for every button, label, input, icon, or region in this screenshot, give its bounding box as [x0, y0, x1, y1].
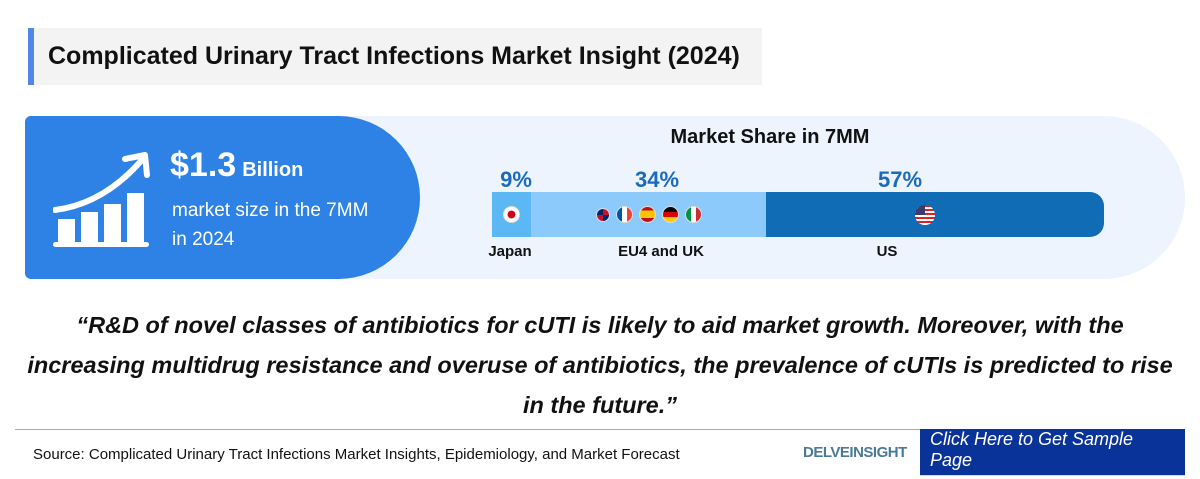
- france-flag-icon: [615, 206, 633, 223]
- market-size-number: $1.3: [170, 146, 237, 184]
- region-label-eu: EU4 and UK: [618, 243, 704, 260]
- region-label-us: US: [876, 243, 898, 260]
- page-title: Complicated Urinary Tract Infections Mar…: [28, 28, 762, 85]
- quote-text: “R&D of novel classes of antibiotics for…: [27, 312, 1173, 418]
- share-bar-eu4-uk: [531, 192, 766, 237]
- get-sample-page-button[interactable]: Click Here to Get Sample Page: [920, 429, 1185, 476]
- market-share-title: Market Share in 7MM: [670, 126, 870, 148]
- spain-flag-icon: [638, 206, 656, 223]
- market-size-unit: Billion: [242, 159, 304, 181]
- share-percent-eu: 34%: [634, 167, 680, 192]
- italy-flag-icon: [684, 206, 702, 223]
- delveinsight-logo: DELVEINSIGHT: [803, 444, 907, 461]
- uk-flag-icon: [595, 207, 610, 222]
- growth-chart-icon: [53, 152, 150, 247]
- market-size-description: market size in the 7MM in 2024: [172, 200, 369, 250]
- germany-flag-icon: [661, 206, 679, 223]
- footer-divider: [15, 429, 920, 430]
- share-bar-us: [766, 192, 1104, 237]
- share-percent-us: 57%: [877, 167, 923, 192]
- japan-flag-icon: [503, 206, 520, 223]
- market-size-panel: [25, 116, 420, 279]
- region-label-japan: Japan: [488, 243, 532, 260]
- cta-label: Click Here to Get Sample Page: [920, 429, 1185, 476]
- source-text: Source: Complicated Urinary Tract Infect…: [33, 446, 680, 463]
- share-bar-japan: [492, 192, 531, 237]
- us-flag-icon: [915, 204, 935, 225]
- market-size-value: $1.3 Billion: [170, 146, 303, 185]
- share-percent-japan: 9%: [500, 167, 532, 192]
